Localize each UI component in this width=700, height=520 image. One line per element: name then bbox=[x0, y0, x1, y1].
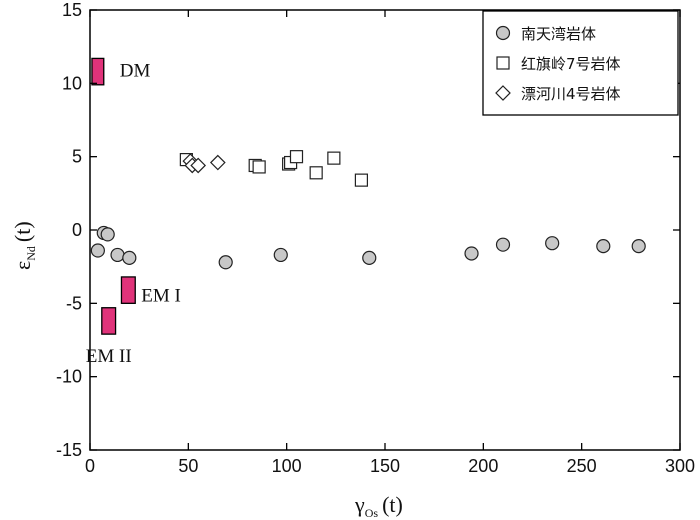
y-axis-title: εNd (t) bbox=[10, 221, 38, 270]
point-square bbox=[289, 150, 304, 164]
region-box-dm bbox=[91, 57, 105, 86]
point-circle bbox=[122, 250, 137, 265]
y-axis-subscript: Nd bbox=[24, 246, 38, 261]
x-axis-title: γOs (t) bbox=[354, 492, 403, 520]
point-circle bbox=[631, 239, 646, 254]
x-tick-label: 200 bbox=[468, 456, 498, 476]
region-label-em-i: EM I bbox=[141, 285, 181, 306]
point-circle bbox=[100, 227, 115, 242]
region-label-dm: DM bbox=[120, 60, 151, 81]
x-axis-suffix: (t) bbox=[382, 492, 403, 517]
y-tick-label: -10 bbox=[56, 367, 82, 387]
x-tick-label: 50 bbox=[178, 456, 198, 476]
point-circle bbox=[90, 243, 105, 258]
legend-marker-circle bbox=[495, 25, 511, 41]
legend-entry-label: 南天湾岩体 bbox=[521, 25, 596, 43]
data-points bbox=[90, 150, 646, 270]
legend-marker-square bbox=[496, 56, 510, 70]
region-label-em-ii: EM II bbox=[86, 346, 132, 367]
point-circle bbox=[464, 246, 479, 261]
y-tick-label: 15 bbox=[62, 0, 82, 20]
point-circle bbox=[273, 247, 288, 263]
y-tick-label: -15 bbox=[56, 440, 82, 460]
legend-box bbox=[482, 10, 679, 116]
end-member-regions: DM EM I EM II bbox=[86, 57, 181, 367]
legend-marker-diamond bbox=[495, 85, 511, 101]
point-square bbox=[252, 160, 266, 174]
x-tick-label: 250 bbox=[567, 456, 597, 476]
x-tick-label: 150 bbox=[370, 456, 400, 476]
y-tick-label: -5 bbox=[66, 293, 82, 313]
point-diamond bbox=[209, 154, 226, 171]
point-circle bbox=[362, 250, 377, 265]
point-square bbox=[327, 151, 341, 165]
legend-entry-label: 红旗岭7号岩体 bbox=[521, 55, 621, 73]
point-circle bbox=[110, 247, 125, 263]
y-tick-label: 0 bbox=[72, 220, 82, 240]
point-circle bbox=[545, 236, 560, 251]
point-circle bbox=[596, 239, 611, 254]
point-diamond bbox=[190, 157, 207, 174]
region-box-em-i bbox=[120, 276, 136, 304]
y-tick-label: 5 bbox=[72, 147, 82, 167]
y-axis-symbol: ε bbox=[10, 261, 35, 270]
point-circle bbox=[218, 255, 233, 270]
x-axis-symbol: γ bbox=[354, 492, 365, 517]
legend-entry-label: 漂河川4号岩体 bbox=[521, 85, 621, 103]
point-circle bbox=[495, 237, 511, 252]
y-tick-label: 10 bbox=[62, 73, 82, 93]
region-box-em-ii bbox=[101, 307, 117, 335]
x-tick-label: 300 bbox=[665, 456, 695, 476]
point-square bbox=[354, 173, 368, 187]
x-tick-label: 100 bbox=[272, 456, 302, 476]
point-square bbox=[309, 166, 323, 180]
y-axis-suffix: (t) bbox=[10, 221, 35, 242]
x-tick-label: 0 bbox=[85, 456, 95, 476]
x-axis-subscript: Os bbox=[365, 506, 379, 520]
